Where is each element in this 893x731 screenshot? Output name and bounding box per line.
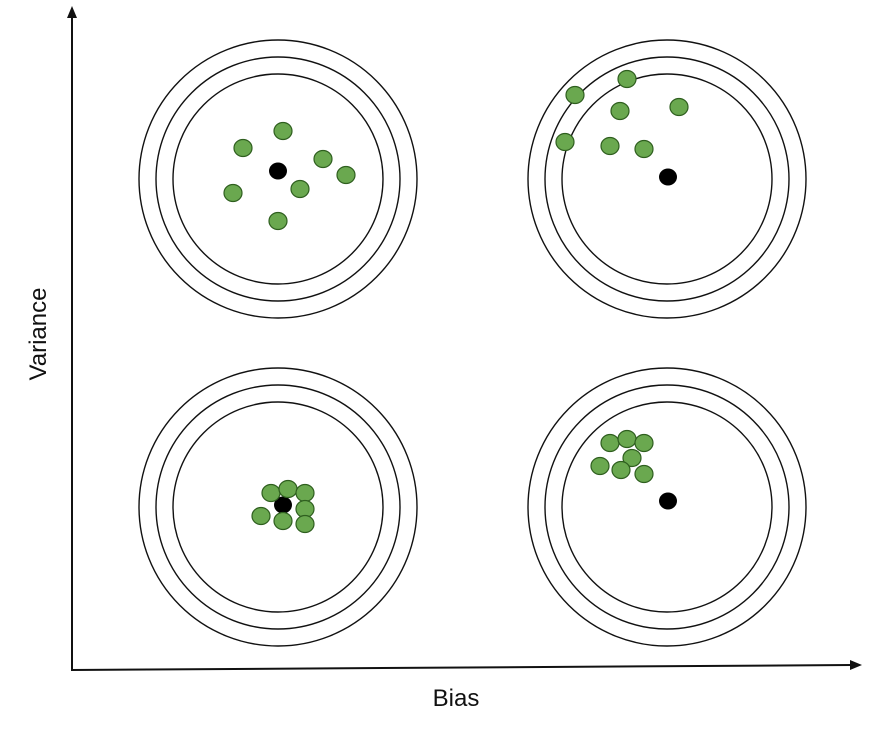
shot-marker (295, 483, 315, 503)
x-axis-line (70, 664, 853, 671)
shot-marker (617, 69, 637, 89)
y-axis-arrowhead (67, 6, 77, 18)
outer-ring (138, 367, 418, 647)
bullseye-center (659, 168, 677, 186)
shot-marker (634, 464, 654, 484)
outer-ring (527, 39, 807, 319)
bullseye-center (659, 492, 677, 510)
shot-marker (223, 183, 243, 203)
shot-marker (313, 149, 333, 169)
outer-ring (527, 367, 807, 647)
shot-marker (251, 506, 271, 526)
inner-ring (172, 401, 384, 613)
inner-ring (172, 73, 384, 285)
shot-marker (268, 211, 288, 231)
shot-marker (622, 448, 642, 468)
shot-marker (634, 139, 654, 159)
shot-marker (565, 85, 585, 105)
bullseye-center (274, 496, 292, 514)
shot-marker (600, 433, 620, 453)
target-high-bias-low-variance (527, 367, 807, 647)
middle-ring (544, 384, 790, 630)
shot-marker (611, 460, 631, 480)
x-axis-label: Bias (433, 685, 480, 712)
middle-ring (155, 384, 401, 630)
shot-marker (295, 514, 315, 534)
shot-marker (590, 456, 610, 476)
outer-ring (138, 39, 418, 319)
inner-ring (561, 73, 773, 285)
target-low-bias-high-variance (138, 39, 418, 319)
shot-marker (617, 429, 637, 449)
shot-marker (669, 97, 689, 117)
shot-marker (634, 433, 654, 453)
shot-marker (610, 101, 630, 121)
target-high-bias-high-variance (527, 39, 807, 319)
shot-marker (278, 479, 298, 499)
shot-marker (273, 121, 293, 141)
shot-marker (273, 511, 293, 531)
shot-marker (336, 165, 356, 185)
shot-marker (600, 136, 620, 156)
x-axis-arrowhead (850, 660, 862, 670)
axes (67, 6, 862, 671)
inner-ring (561, 401, 773, 613)
y-axis-label: Variance (25, 288, 52, 381)
shot-marker (233, 138, 253, 158)
shot-marker (261, 483, 281, 503)
middle-ring (155, 56, 401, 302)
shot-marker (290, 179, 310, 199)
shot-marker (555, 132, 575, 152)
middle-ring (544, 56, 790, 302)
targets (138, 39, 807, 647)
bullseye-center (269, 162, 287, 180)
target-low-bias-low-variance (138, 367, 418, 647)
